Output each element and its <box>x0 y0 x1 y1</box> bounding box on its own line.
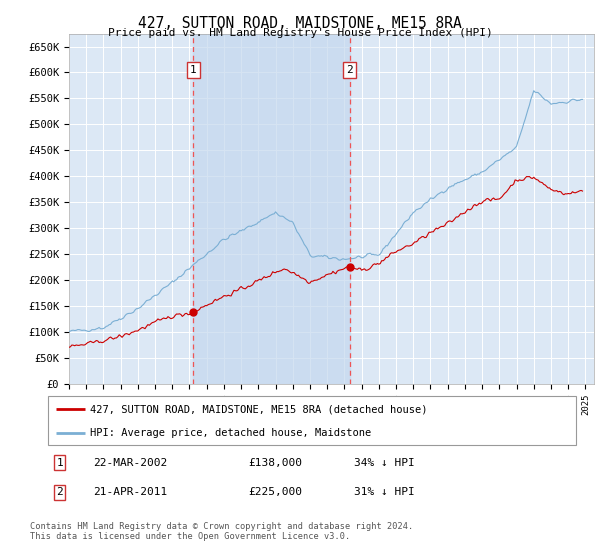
Text: 2: 2 <box>346 66 353 76</box>
FancyBboxPatch shape <box>48 396 576 445</box>
Text: 1: 1 <box>190 66 197 76</box>
Text: 427, SUTTON ROAD, MAIDSTONE, ME15 8RA (detached house): 427, SUTTON ROAD, MAIDSTONE, ME15 8RA (d… <box>90 404 428 414</box>
Text: HPI: Average price, detached house, Maidstone: HPI: Average price, detached house, Maid… <box>90 428 371 438</box>
Text: 427, SUTTON ROAD, MAIDSTONE, ME15 8RA: 427, SUTTON ROAD, MAIDSTONE, ME15 8RA <box>138 16 462 31</box>
Text: £138,000: £138,000 <box>248 458 302 468</box>
Text: 1: 1 <box>56 458 63 468</box>
Text: 34% ↓ HPI: 34% ↓ HPI <box>354 458 415 468</box>
Text: 2: 2 <box>56 487 63 497</box>
Text: Price paid vs. HM Land Registry's House Price Index (HPI): Price paid vs. HM Land Registry's House … <box>107 28 493 38</box>
Text: £225,000: £225,000 <box>248 487 302 497</box>
Text: 21-APR-2011: 21-APR-2011 <box>93 487 167 497</box>
Bar <box>193 34 350 384</box>
Text: Contains HM Land Registry data © Crown copyright and database right 2024.
This d: Contains HM Land Registry data © Crown c… <box>30 522 413 542</box>
Text: 22-MAR-2002: 22-MAR-2002 <box>93 458 167 468</box>
Text: 31% ↓ HPI: 31% ↓ HPI <box>354 487 415 497</box>
